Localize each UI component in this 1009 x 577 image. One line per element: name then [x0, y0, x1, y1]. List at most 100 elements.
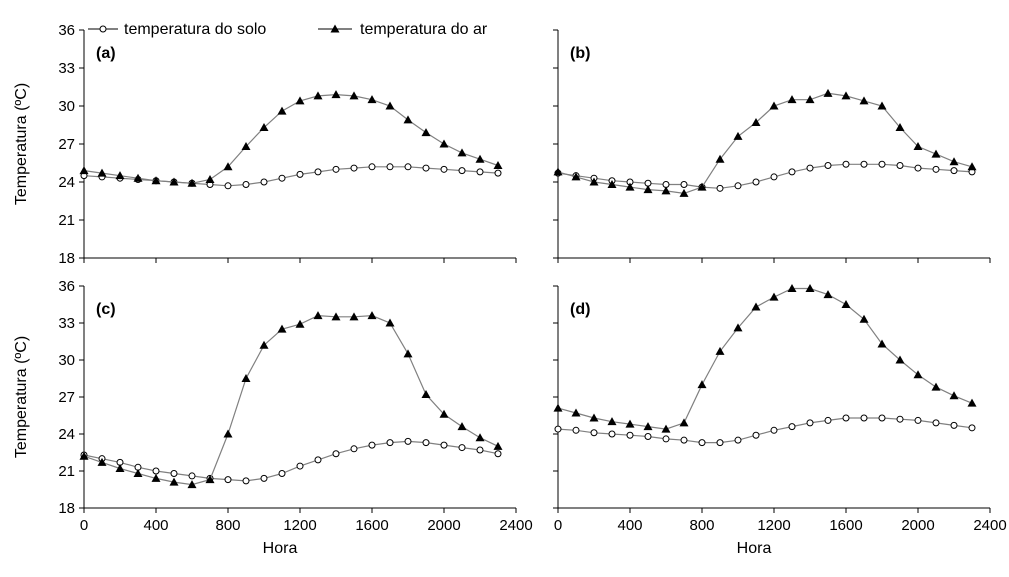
y-tick-label: 27	[58, 136, 75, 153]
data-point	[662, 435, 670, 443]
data-point	[493, 161, 503, 170]
series-line	[83, 93, 499, 184]
data-point	[476, 168, 484, 176]
panels: 18 21 24 27 30 33 36 Temperatura (ºC) (a) (b) 18 21…	[13, 22, 1007, 557]
data-point	[403, 349, 413, 358]
data-point	[494, 450, 502, 458]
data-point	[607, 180, 617, 189]
data-point	[350, 164, 358, 172]
panel-label: (c)	[96, 301, 116, 318]
data-point	[752, 431, 760, 439]
data-point	[242, 477, 250, 485]
data-point	[805, 283, 815, 292]
data-point	[931, 382, 941, 391]
data-point	[895, 355, 905, 364]
panel-2: (b)	[553, 29, 991, 263]
data-point	[913, 370, 923, 379]
data-point	[769, 101, 779, 110]
data-point	[349, 91, 359, 100]
data-point	[859, 314, 869, 323]
data-point	[367, 95, 377, 104]
data-point	[314, 168, 322, 176]
series-soil	[80, 163, 502, 190]
data-point	[590, 429, 598, 437]
data-point	[806, 419, 814, 427]
data-point	[968, 424, 976, 432]
y-tick-label: 30	[58, 98, 75, 115]
series-line	[557, 163, 973, 189]
data-point	[896, 162, 904, 170]
data-point	[296, 462, 304, 470]
y-axis-label: Temperatura (ºC)	[13, 336, 30, 458]
data-point	[788, 168, 796, 176]
y-tick-label: 33	[58, 60, 75, 77]
series-air	[79, 90, 503, 187]
data-point	[205, 174, 215, 183]
x-tick-label: 1200	[757, 517, 790, 534]
data-point	[295, 96, 305, 105]
data-point	[169, 177, 179, 186]
data-point	[494, 169, 502, 177]
data-point	[967, 162, 977, 171]
data-point	[878, 160, 886, 168]
data-point	[643, 185, 653, 194]
panel-1: 18 21 24 27 30 33 36 Temperatura (ºC) (a)	[13, 22, 517, 267]
data-point	[949, 157, 959, 166]
data-point	[842, 160, 850, 168]
data-point	[571, 408, 581, 417]
data-point	[571, 172, 581, 181]
x-tick-label: 2000	[901, 517, 934, 534]
data-point	[769, 292, 779, 301]
data-point	[950, 167, 958, 175]
data-point	[241, 142, 251, 151]
data-point	[187, 480, 197, 489]
data-point	[331, 312, 341, 321]
legend-air-label: temperatura do ar	[360, 21, 488, 38]
data-point	[859, 96, 869, 105]
data-point	[385, 318, 395, 327]
data-point	[493, 441, 503, 450]
x-tick-label: 2400	[499, 517, 532, 534]
data-point	[751, 302, 761, 311]
data-point	[733, 131, 743, 140]
y-tick-label: 30	[58, 352, 75, 369]
data-point	[152, 467, 160, 475]
data-point	[260, 178, 268, 186]
data-point	[169, 477, 179, 486]
data-point	[458, 444, 466, 452]
data-point	[457, 148, 467, 157]
data-point	[805, 95, 815, 104]
data-point	[734, 436, 742, 444]
y-tick-label: 21	[58, 463, 75, 480]
y-tick-label: 36	[58, 278, 75, 295]
data-point	[313, 91, 323, 100]
panel-label: (b)	[570, 45, 590, 62]
data-point	[277, 106, 287, 115]
data-point	[115, 464, 125, 473]
data-point	[278, 174, 286, 182]
x-tick-label: 1200	[283, 517, 316, 534]
data-point	[403, 115, 413, 124]
series-soil	[554, 414, 976, 447]
data-point	[680, 436, 688, 444]
data-point	[332, 165, 340, 173]
data-point	[680, 181, 688, 189]
data-point	[625, 419, 635, 428]
data-point	[421, 128, 431, 137]
data-point	[368, 163, 376, 171]
data-point	[914, 164, 922, 172]
legend: temperatura do solo temperatura do ar	[88, 21, 488, 38]
data-point	[679, 188, 689, 197]
data-point	[697, 380, 707, 389]
data-point	[422, 439, 430, 447]
x-axis-label: Hora	[263, 540, 298, 557]
data-point	[716, 439, 724, 447]
panel-label: (d)	[570, 301, 590, 318]
data-point	[223, 162, 233, 171]
data-point	[115, 171, 125, 180]
data-point	[241, 374, 251, 382]
data-point	[661, 424, 671, 433]
data-point	[608, 430, 616, 438]
data-point	[79, 451, 89, 460]
